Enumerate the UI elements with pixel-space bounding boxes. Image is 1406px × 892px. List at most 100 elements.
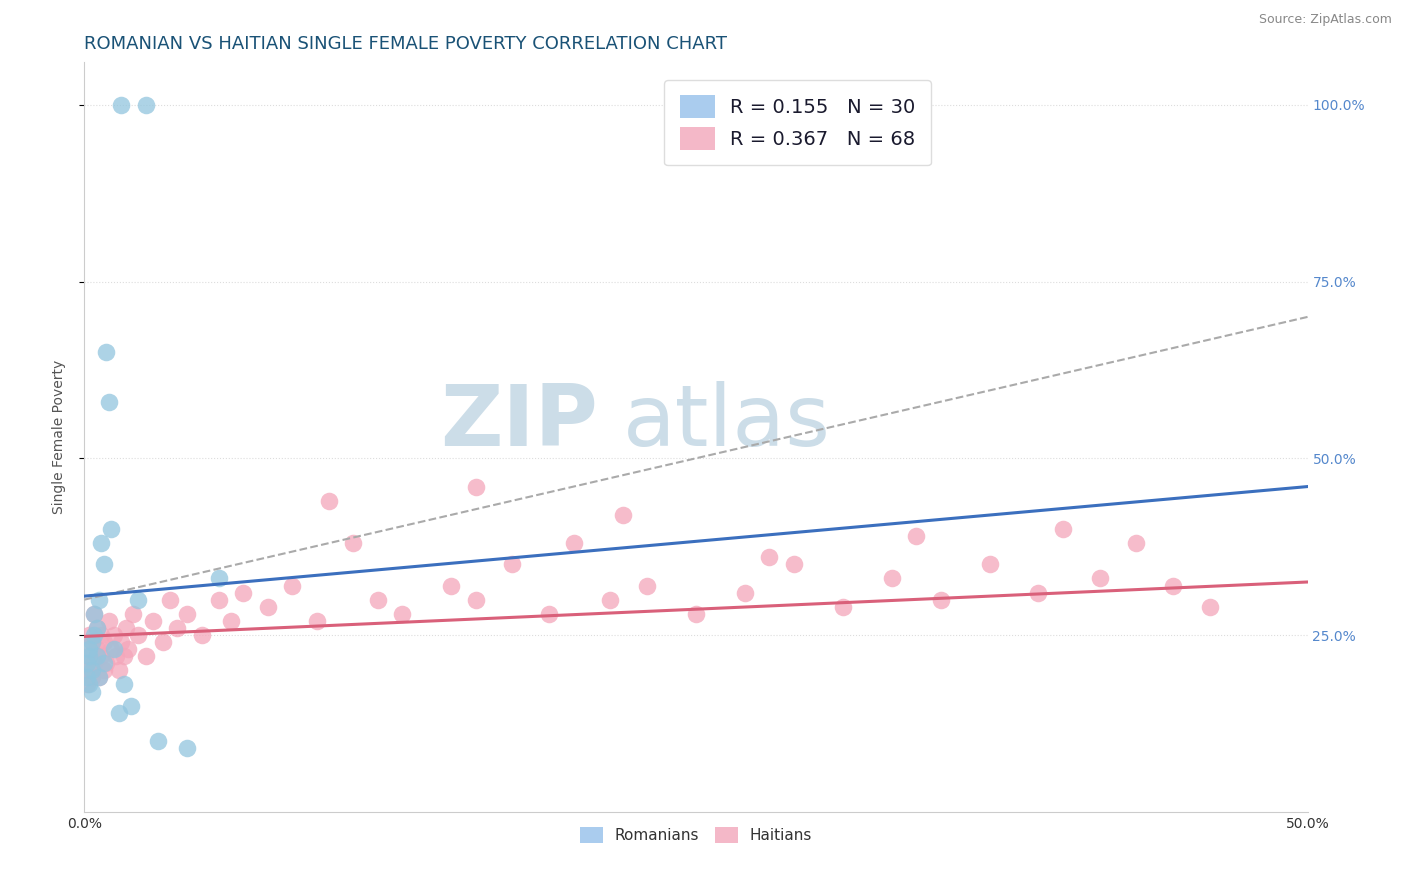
Point bbox=[120, 698, 142, 713]
Point bbox=[783, 558, 806, 572]
Point bbox=[146, 734, 169, 748]
Point bbox=[176, 741, 198, 756]
Point bbox=[86, 621, 108, 635]
Point bbox=[367, 592, 389, 607]
Point bbox=[142, 614, 165, 628]
Point bbox=[1088, 571, 1111, 585]
Point bbox=[90, 649, 112, 664]
Point bbox=[90, 536, 112, 550]
Point bbox=[117, 642, 139, 657]
Point bbox=[87, 592, 110, 607]
Point bbox=[107, 664, 129, 678]
Point bbox=[538, 607, 561, 621]
Point bbox=[734, 585, 756, 599]
Point bbox=[599, 592, 621, 607]
Point bbox=[77, 664, 100, 678]
Point bbox=[97, 394, 120, 409]
Point bbox=[1028, 585, 1050, 599]
Point bbox=[80, 684, 103, 698]
Point bbox=[105, 649, 128, 664]
Point bbox=[905, 529, 928, 543]
Point bbox=[1198, 599, 1220, 614]
Point bbox=[87, 670, 110, 684]
Point bbox=[257, 599, 280, 614]
Point bbox=[685, 607, 707, 621]
Point bbox=[135, 649, 157, 664]
Point bbox=[100, 522, 122, 536]
Point bbox=[80, 635, 103, 649]
Point bbox=[440, 578, 463, 592]
Point bbox=[208, 571, 231, 585]
Point bbox=[96, 345, 118, 359]
Point bbox=[318, 493, 340, 508]
Point bbox=[562, 536, 585, 550]
Point bbox=[76, 677, 98, 691]
Point bbox=[86, 649, 108, 664]
Point bbox=[122, 607, 145, 621]
Point bbox=[76, 657, 98, 671]
Point bbox=[112, 677, 135, 691]
Point bbox=[76, 649, 98, 664]
Point bbox=[208, 592, 231, 607]
Text: ROMANIAN VS HAITIAN SINGLE FEMALE POVERTY CORRELATION CHART: ROMANIAN VS HAITIAN SINGLE FEMALE POVERT… bbox=[84, 35, 727, 53]
Point bbox=[93, 664, 115, 678]
Point bbox=[86, 642, 108, 657]
Point bbox=[979, 558, 1001, 572]
Point bbox=[83, 628, 105, 642]
Point bbox=[97, 614, 120, 628]
Point bbox=[929, 592, 952, 607]
Point bbox=[87, 670, 110, 684]
Point bbox=[77, 649, 100, 664]
Point bbox=[83, 657, 105, 671]
Text: atlas: atlas bbox=[623, 381, 831, 464]
Point bbox=[77, 642, 100, 657]
Point bbox=[93, 657, 115, 671]
Point bbox=[152, 635, 174, 649]
Point bbox=[636, 578, 658, 592]
Point bbox=[391, 607, 413, 621]
Point bbox=[159, 592, 181, 607]
Point bbox=[76, 670, 98, 684]
Point bbox=[166, 621, 188, 635]
Point bbox=[93, 635, 115, 649]
Point bbox=[758, 550, 780, 565]
Point bbox=[502, 558, 524, 572]
Point bbox=[86, 621, 108, 635]
Point bbox=[112, 649, 135, 664]
Text: ZIP: ZIP bbox=[440, 381, 598, 464]
Point bbox=[90, 628, 112, 642]
Point bbox=[80, 635, 103, 649]
Point bbox=[281, 578, 304, 592]
Point bbox=[464, 592, 486, 607]
Point bbox=[83, 607, 105, 621]
Point bbox=[232, 585, 254, 599]
Point bbox=[127, 628, 149, 642]
Point bbox=[305, 614, 328, 628]
Point bbox=[176, 607, 198, 621]
Point bbox=[77, 677, 100, 691]
Point bbox=[77, 628, 100, 642]
Point bbox=[93, 558, 115, 572]
Point bbox=[100, 642, 122, 657]
Point bbox=[83, 607, 105, 621]
Point bbox=[464, 479, 486, 493]
Y-axis label: Single Female Poverty: Single Female Poverty bbox=[52, 360, 66, 514]
Point bbox=[135, 98, 157, 112]
Legend: Romanians, Haitians: Romanians, Haitians bbox=[574, 821, 818, 849]
Point bbox=[1161, 578, 1184, 592]
Point bbox=[80, 670, 103, 684]
Point bbox=[96, 657, 118, 671]
Point bbox=[103, 628, 125, 642]
Point bbox=[831, 599, 853, 614]
Point bbox=[880, 571, 903, 585]
Point bbox=[103, 642, 125, 657]
Point bbox=[80, 664, 103, 678]
Point bbox=[127, 592, 149, 607]
Point bbox=[612, 508, 634, 522]
Point bbox=[110, 635, 132, 649]
Point bbox=[342, 536, 364, 550]
Point bbox=[115, 621, 138, 635]
Point bbox=[1052, 522, 1074, 536]
Point bbox=[107, 706, 129, 720]
Point bbox=[110, 98, 132, 112]
